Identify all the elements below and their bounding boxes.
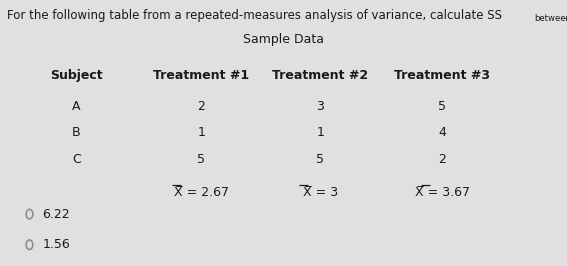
Text: 5: 5: [438, 100, 446, 113]
Text: Treatment #1: Treatment #1: [153, 69, 249, 82]
Text: 6.22: 6.22: [43, 208, 70, 221]
Text: X̅ = 2.67: X̅ = 2.67: [174, 186, 229, 199]
Text: Sample Data: Sample Data: [243, 33, 324, 46]
Text: Treatment #3: Treatment #3: [394, 69, 490, 82]
Text: 1: 1: [197, 126, 205, 139]
Text: X̅ = 3: X̅ = 3: [303, 186, 338, 199]
Text: A: A: [73, 100, 81, 113]
Text: Subject: Subject: [50, 69, 103, 82]
Text: 2: 2: [438, 153, 446, 166]
Text: 4: 4: [438, 126, 446, 139]
Text: 5: 5: [316, 153, 324, 166]
Text: Treatment #2: Treatment #2: [272, 69, 369, 82]
Text: 1: 1: [316, 126, 324, 139]
Text: 3: 3: [316, 100, 324, 113]
Text: X̅ = 3.67: X̅ = 3.67: [414, 186, 470, 199]
Text: 2: 2: [197, 100, 205, 113]
Text: 5: 5: [197, 153, 205, 166]
Text: B: B: [72, 126, 81, 139]
Text: C: C: [72, 153, 81, 166]
Text: .: .: [564, 9, 567, 22]
Text: For the following table from a repeated-measures analysis of variance, calculate: For the following table from a repeated-…: [7, 9, 502, 22]
Text: 1.56: 1.56: [43, 238, 70, 251]
Text: between: between: [534, 14, 567, 23]
